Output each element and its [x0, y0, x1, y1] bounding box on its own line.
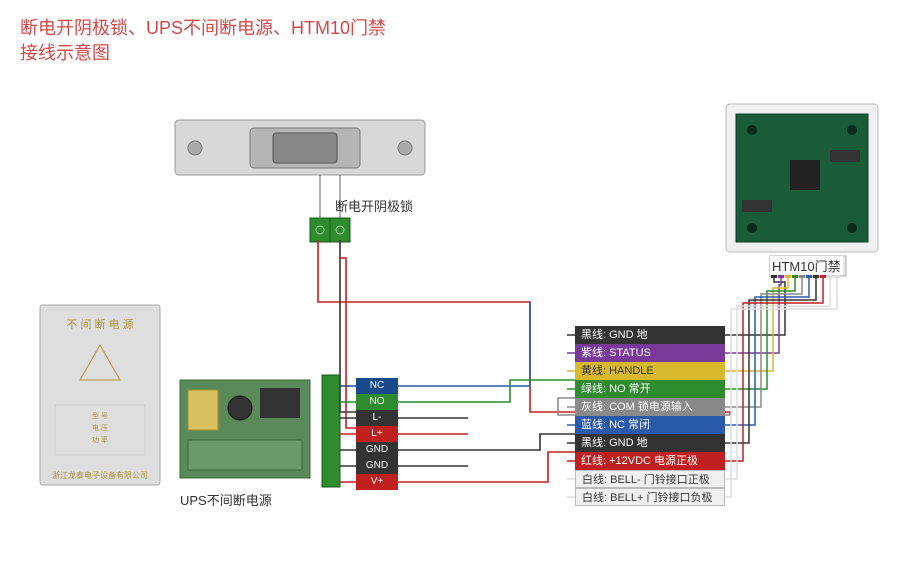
htm10-pin-label-5: 蓝线: NC 常闭: [575, 416, 725, 434]
ups-terminal-l+: L+: [356, 426, 398, 442]
wire-4: [398, 380, 575, 402]
htm10-pin-label-8: 白线: BELL- 门铃接口正极: [575, 470, 725, 488]
htm10-pin-label-6: 黑线: GND 地: [575, 434, 725, 452]
ups-terminal-v+: V+: [356, 474, 398, 490]
wire-7: [398, 434, 575, 450]
svg-text:功 率: 功 率: [92, 435, 108, 444]
ups-terminal-l-: L-: [356, 410, 398, 426]
ups-terminal-nc: NC: [356, 378, 398, 394]
lock-label: 断电开阴极锁: [335, 196, 413, 215]
ups-box: 不 间 断 电 源 型 号 电 压 功 率 浙江龙泰电子设备有限公司: [40, 305, 160, 485]
svg-text:不 间 断 电 源: 不 间 断 电 源: [66, 317, 133, 331]
htm10-pin-risers: [725, 268, 840, 497]
htm10-controller: [726, 104, 878, 276]
lock-component: [175, 120, 425, 242]
ups-terminal-no: NO: [356, 394, 398, 410]
ups-terminal-strip: [322, 375, 340, 487]
htm10-pin-label-0: 黑线: GND 地: [575, 326, 725, 344]
htm10-pin-label-7: 红线: +12VDC 电源正极: [575, 452, 725, 470]
htm10-pin-label-3: 绿线: NO 常开: [575, 380, 725, 398]
wire-3: [398, 302, 530, 386]
ups-pcb: [180, 380, 310, 478]
htm10-label: HTM10门禁: [770, 256, 843, 275]
svg-text:型 号: 型 号: [92, 411, 108, 420]
htm10-pin-label-4: 灰线: COM 锁电源输入: [575, 398, 725, 416]
svg-text:浙江龙泰电子设备有限公司: 浙江龙泰电子设备有限公司: [52, 470, 148, 480]
ups-terminal-gnd: GND: [356, 458, 398, 474]
htm10-pin-label-1: 紫线: STATUS: [575, 344, 725, 362]
ups-terminal-gnd: GND: [356, 442, 398, 458]
svg-text:电 压: 电 压: [92, 423, 108, 432]
ups-pcb-label: UPS不间断电源: [180, 490, 272, 509]
diagram-canvas: 不 间 断 电 源 型 号 电 压 功 率 浙江龙泰电子设备有限公司: [0, 0, 900, 576]
htm10-pin-label-2: 黄线: HANDLE: [575, 362, 725, 380]
htm10-pin-label-9: 白线: BELL+ 门铃接口负极: [575, 488, 725, 506]
wire-9: [398, 452, 575, 482]
